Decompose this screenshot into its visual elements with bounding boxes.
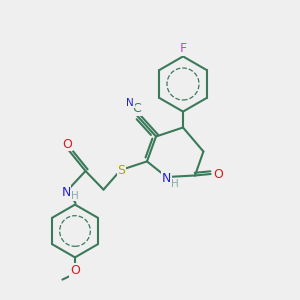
Text: C: C: [133, 102, 142, 115]
Text: O: O: [70, 264, 80, 277]
Text: H: H: [171, 178, 179, 189]
Text: S: S: [118, 164, 125, 177]
Text: N: N: [162, 172, 171, 185]
Text: O: O: [62, 137, 72, 151]
Text: N: N: [126, 98, 134, 108]
Text: H: H: [70, 190, 78, 201]
Text: N: N: [61, 185, 71, 199]
Text: O: O: [213, 167, 223, 181]
Text: F: F: [179, 42, 187, 56]
